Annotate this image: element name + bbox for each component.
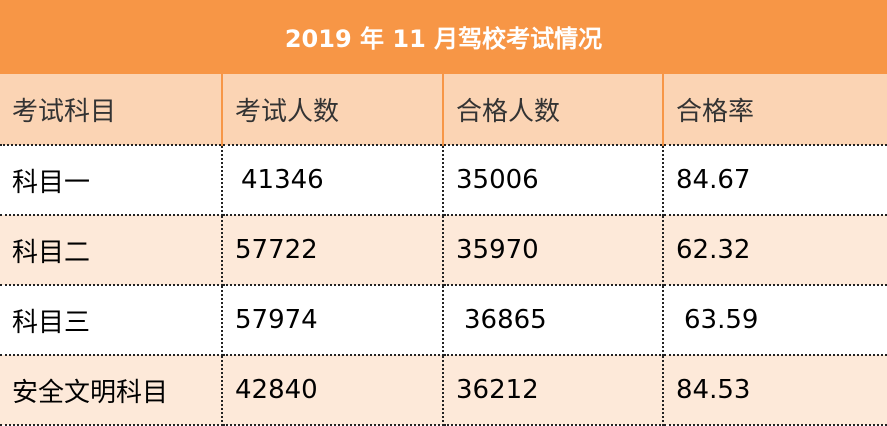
cell-subject: 科目一 — [0, 144, 223, 216]
cell-examinees: 42840 — [221, 354, 444, 426]
header-row: 考试科目 考试人数 合格人数 合格率 — [0, 74, 887, 145]
cell-examinees: 41346 — [221, 144, 444, 216]
cell-passed: 36212 — [442, 354, 664, 426]
table-row: 科目三 57974 36865 63.59 — [0, 284, 887, 356]
cell-passed: 35970 — [442, 214, 664, 286]
exam-table: 考试科目 考试人数 合格人数 合格率 科目一 41346 35006 84.67… — [0, 74, 887, 426]
header-examinees: 考试人数 — [221, 74, 443, 145]
table-row: 科目二 57722 35970 62.32 — [0, 214, 887, 286]
table-title: 2019 年 11 月驾校考试情况 — [0, 0, 887, 74]
cell-examinees: 57974 — [221, 284, 444, 356]
table-row: 安全文明科目 42840 36212 84.53 — [0, 354, 887, 426]
table-row: 科目一 41346 35006 84.67 — [0, 144, 887, 216]
header-subject: 考试科目 — [0, 74, 222, 145]
cell-examinees: 57722 — [221, 214, 444, 286]
cell-passed: 36865 — [442, 284, 664, 356]
cell-subject: 科目二 — [0, 214, 223, 286]
cell-pass-rate: 84.67 — [662, 144, 887, 216]
cell-subject: 科目三 — [0, 284, 223, 356]
cell-pass-rate: 63.59 — [662, 284, 887, 356]
header-passed: 合格人数 — [442, 74, 663, 145]
cell-pass-rate: 84.53 — [662, 354, 887, 426]
cell-passed: 35006 — [442, 144, 664, 216]
cell-subject: 安全文明科目 — [0, 354, 223, 426]
header-pass-rate: 合格率 — [662, 74, 887, 145]
cell-pass-rate: 62.32 — [662, 214, 887, 286]
